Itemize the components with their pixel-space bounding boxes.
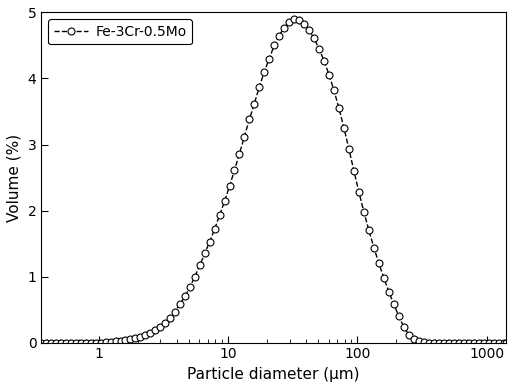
Fe-3Cr-0.5Mo [38, 340, 44, 345]
Fe-3Cr-0.5Mo [386, 289, 392, 294]
Fe-3Cr-0.5Mo [503, 340, 509, 345]
Line: Fe-3Cr-0.5Mo: Fe-3Cr-0.5Mo [38, 16, 509, 346]
Legend: Fe-3Cr-0.5Mo: Fe-3Cr-0.5Mo [48, 19, 192, 44]
Fe-3Cr-0.5Mo [122, 338, 128, 342]
Y-axis label: Volume (%): Volume (%) [7, 133, 22, 222]
Fe-3Cr-0.5Mo [371, 245, 377, 250]
X-axis label: Particle diameter (μm): Particle diameter (μm) [187, 367, 360, 382]
Fe-3Cr-0.5Mo [361, 210, 367, 214]
Fe-3Cr-0.5Mo [58, 340, 64, 345]
Fe-3Cr-0.5Mo [391, 302, 397, 307]
Fe-3Cr-0.5Mo [291, 17, 297, 21]
